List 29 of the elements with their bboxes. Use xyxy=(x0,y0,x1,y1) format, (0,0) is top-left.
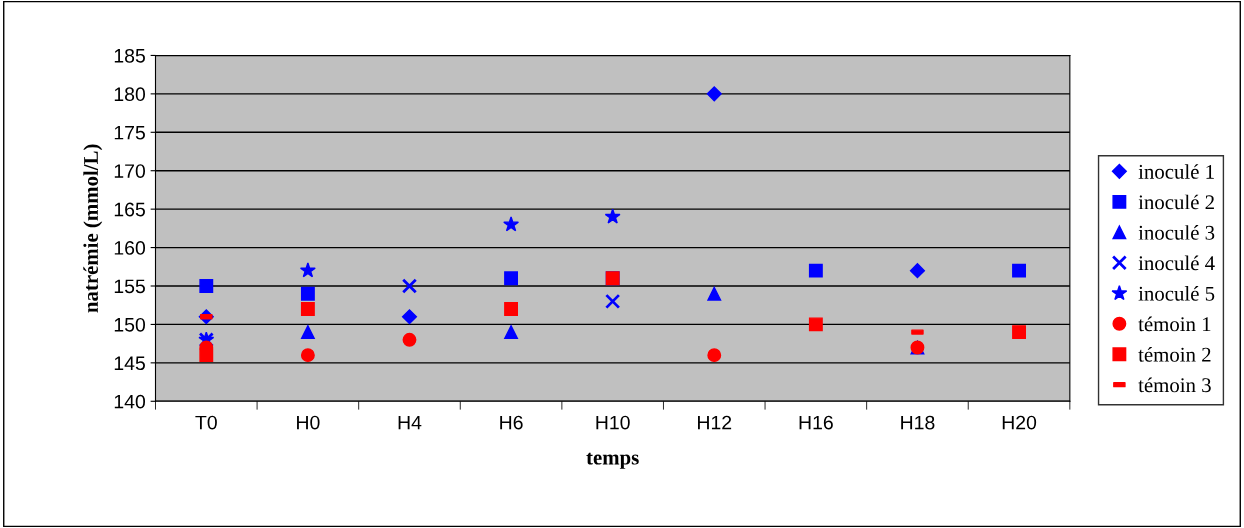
x-tick-label: T0 xyxy=(195,415,217,430)
x-tick-label: H10 xyxy=(596,415,630,430)
legend-label: inoculé 5 xyxy=(1138,286,1215,301)
y-tick-label: 175 xyxy=(114,125,145,140)
x-tick-label: H12 xyxy=(698,415,732,430)
y-axis-title: natrémie (mmol/L) xyxy=(83,144,103,313)
x-tick-label: H6 xyxy=(500,415,523,430)
legend-label: inoculé 1 xyxy=(1138,164,1214,179)
legend-label: témoin 1 xyxy=(1138,316,1211,332)
y-tick-label: 180 xyxy=(114,87,146,102)
x-tick-label: H0 xyxy=(297,415,320,430)
y-tick-label: 185 xyxy=(114,48,145,63)
y-tick-label: 150 xyxy=(114,317,146,332)
y-tick-label: 155 xyxy=(114,279,145,294)
y-tick-label: 160 xyxy=(114,241,146,255)
legend-label: témoin 3 xyxy=(1138,377,1211,393)
y-tick-label: 165 xyxy=(114,202,145,217)
x-axis-title: temps xyxy=(586,452,639,469)
x-tick-label: H18 xyxy=(901,415,935,430)
y-tick-label: 145 xyxy=(114,356,145,371)
x-tick-label: H16 xyxy=(799,415,833,430)
legend-label: inoculé 4 xyxy=(1138,255,1215,271)
legend-label: témoin 2 xyxy=(1138,347,1211,362)
x-tick-label: H4 xyxy=(398,415,422,430)
y-tick-label: 170 xyxy=(114,164,146,178)
y-tick-label: 140 xyxy=(114,394,146,409)
legend-label: inoculé 3 xyxy=(1138,225,1215,240)
legend-label: inoculé 2 xyxy=(1138,194,1214,210)
x-tick-label: H20 xyxy=(1002,415,1037,430)
